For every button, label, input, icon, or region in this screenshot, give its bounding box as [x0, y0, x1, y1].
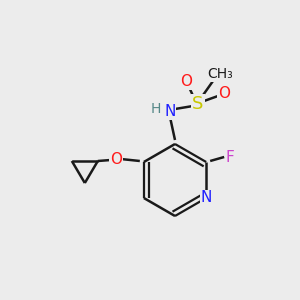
Text: O: O — [180, 74, 192, 89]
Text: CH₃: CH₃ — [207, 67, 233, 81]
Text: O: O — [218, 86, 230, 101]
Text: F: F — [226, 149, 235, 164]
Text: N: N — [164, 104, 176, 119]
Text: O: O — [110, 152, 122, 166]
Text: N: N — [200, 190, 212, 206]
Text: S: S — [192, 95, 204, 113]
Text: H: H — [151, 102, 161, 116]
